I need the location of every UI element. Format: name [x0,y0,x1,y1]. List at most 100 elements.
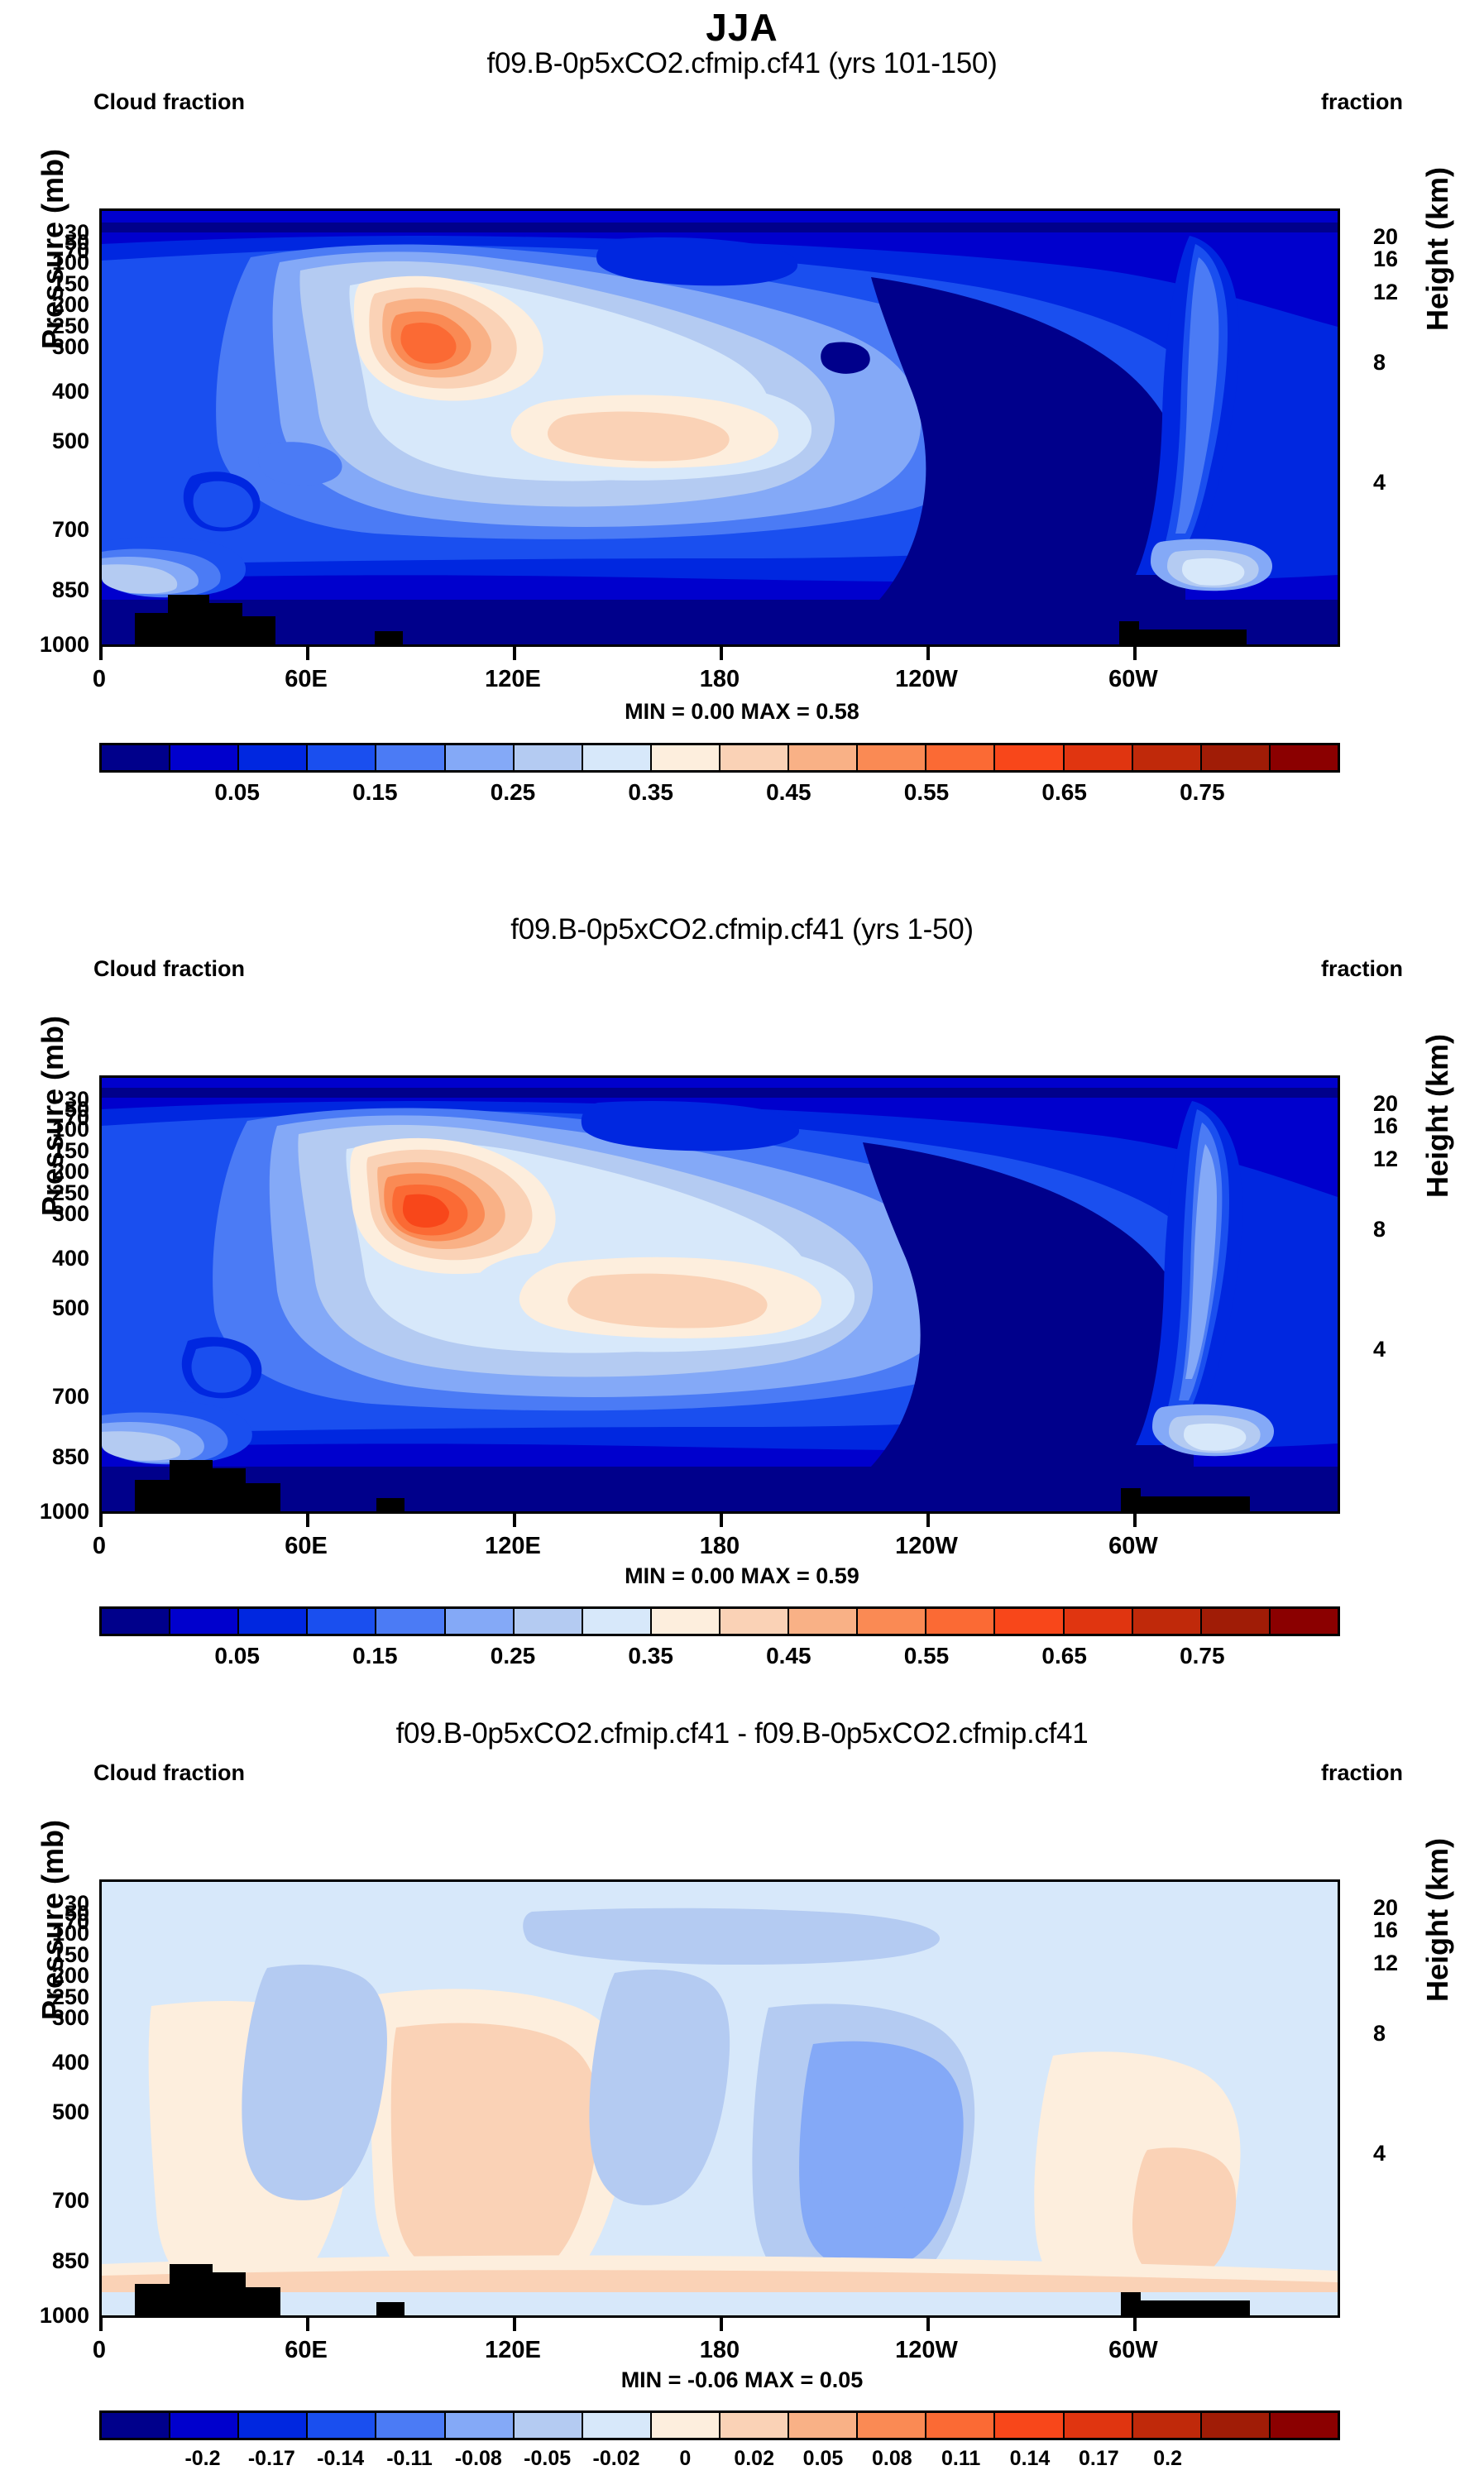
panel-1: f09.B-0p5xCO2.cfmip.cf41 (yrs 101-150) C… [0,0,1484,906]
panel-1-ytick-250: 250 [51,314,89,338]
panel-2-xtick-mark-0 [99,1514,103,1527]
panel-2-htick-16: 16 [1373,1113,1399,1138]
panel-3-colorbar-swatch-9[interactable] [720,2413,790,2438]
panel-3-colorbar-swatch-3[interactable] [308,2413,377,2438]
panel-2-colorbar-swatch-11[interactable] [858,1609,927,1634]
panel-3-plot-area[interactable] [99,1879,1340,2318]
panel-2-title: f09.B-0p5xCO2.cfmip.cf41 (yrs 1-50) [510,913,974,945]
panel-1-colorbar-swatch-17[interactable] [1270,745,1338,770]
panel-1-colorbar-label-0: 0.05 [214,779,260,805]
panel-1-xtick-mark-120E [513,647,516,660]
panel-1-colorbar-swatch-4[interactable] [376,745,446,770]
panel-3-ytick-70: 70 [64,1909,89,1934]
panel-2-colorbar-label-0: 0.05 [214,1643,260,1668]
panel-1-colorbar-swatch-7[interactable] [582,745,652,770]
panel-1-colorbar[interactable] [99,743,1340,773]
panel-2-colorbar[interactable] [99,1606,1340,1636]
panel-3-ytick-250: 250 [51,1984,89,2009]
panel-1-colorbar-swatch-13[interactable] [995,745,1065,770]
panel-1-ytick-50: 50 [64,230,89,255]
panel-1-colorbar-swatch-5[interactable] [445,745,515,770]
panel-2-colorbar-swatch-1[interactable] [170,1609,240,1634]
panel-3-xtick-mark-60E [306,2318,309,2331]
panel-3-htick-8: 8 [1373,2021,1386,2046]
panel-3-colorbar-swatch-16[interactable] [1201,2413,1271,2438]
panel-3-colorbar-label-9: 0.05 [802,2447,844,2470]
panel-1-colorbar-swatch-16[interactable] [1201,745,1271,770]
panel-3-colorbar-label-4: -0.08 [454,2447,502,2470]
panel-1-colorbar-swatch-14[interactable] [1064,745,1133,770]
panel-3-xtick-60W: 60W [1108,2337,1158,2363]
panel-3-colorbar-swatch-4[interactable] [376,2413,446,2438]
panel-1-xtick-0: 0 [92,666,107,692]
panel-3-colorbar-label-14: 0.2 [1153,2447,1183,2470]
panel-3-colorbar-swatch-15[interactable] [1132,2413,1202,2438]
panel-1-colorbar-swatch-6[interactable] [514,745,583,770]
panel-3-colorbar-label-1: -0.17 [247,2447,295,2470]
panel-2-colorbar-swatch-10[interactable] [789,1609,859,1634]
panel-2-colorbar-swatch-2[interactable] [239,1609,309,1634]
panel-3-colorbar-swatch-14[interactable] [1064,2413,1133,2438]
panel-2-colorbar-swatch-15[interactable] [1132,1609,1202,1634]
panel-2-plot-area[interactable] [99,1075,1340,1514]
panel-3-colorbar-swatch-13[interactable] [995,2413,1065,2438]
panel-3-colorbar-swatch-10[interactable] [789,2413,859,2438]
panel-2-colorbar-swatch-0[interactable] [102,1609,171,1634]
panel-2-colorbar-swatch-3[interactable] [308,1609,377,1634]
panel-3-ytick-150: 150 [51,1942,89,1967]
panel-3-colorbar-swatch-17[interactable] [1270,2413,1338,2438]
panel-3-colorbar-swatch-6[interactable] [514,2413,583,2438]
panel-1-colorbar-label-5: 0.55 [903,779,950,805]
panel-1-colorbar-swatch-8[interactable] [651,745,720,770]
panel-2-colorbar-swatch-13[interactable] [995,1609,1065,1634]
panel-2-colorbar-swatch-6[interactable] [514,1609,583,1634]
panel-3-colorbar-swatch-12[interactable] [926,2413,996,2438]
panel-1-colorbar-swatch-9[interactable] [720,745,790,770]
panel-2-ytick-150: 150 [51,1138,89,1163]
panel-1-ytick-200: 200 [51,292,89,317]
panel-2-colorbar-swatch-17[interactable] [1270,1609,1338,1634]
panel-1-ytick-1000: 1000 [39,632,89,657]
panel-1-colorbar-swatch-3[interactable] [308,745,377,770]
panel-3-colorbar-labels: -0.2 -0.17 -0.14 -0.11 -0.08 -0.05 -0.02 0 0.02 0… [99,2447,1340,2475]
panel-2-htick-12: 12 [1373,1147,1399,1171]
panel-3-colorbar-swatch-0[interactable] [102,2413,171,2438]
panel-3-colorbar-swatch-11[interactable] [858,2413,927,2438]
panel-3-colorbar-swatch-7[interactable] [582,2413,652,2438]
panel-1-colorbar-swatch-11[interactable] [858,745,927,770]
panel-3-colorbar-swatch-8[interactable] [651,2413,720,2438]
panel-1-colorbar-swatch-1[interactable] [170,745,240,770]
panel-2-colorbar-swatch-8[interactable] [651,1609,720,1634]
panel-3-xtick-mark-120W [926,2318,930,2331]
panel-1-colorbar-swatch-15[interactable] [1132,745,1202,770]
panel-3-xtick-mark-0 [99,2318,103,2331]
panel-3-colorbar-swatch-2[interactable] [239,2413,309,2438]
panel-3-colorbar[interactable] [99,2410,1340,2440]
panel-2-colorbar-swatch-4[interactable] [376,1609,446,1634]
panel-2-htick-20: 20 [1373,1091,1399,1116]
panel-2-colorbar-swatch-5[interactable] [445,1609,515,1634]
panel-2-colorbar-label-4: 0.45 [766,1643,811,1668]
panel-2-xtick-0: 0 [92,1533,107,1559]
panel-2-colorbar-swatch-14[interactable] [1064,1609,1133,1634]
panel-2-ytick-200: 200 [51,1159,89,1184]
panel-1-colorbar-swatch-10[interactable] [789,745,859,770]
panel-3-colorbar-swatch-1[interactable] [170,2413,240,2438]
panel-3-colorbar-swatch-5[interactable] [445,2413,515,2438]
panel-3-htick-16: 16 [1373,1917,1399,1942]
panel-3-colorbar-label-11: 0.11 [941,2447,981,2470]
panel-2-colorbar-swatch-12[interactable] [926,1609,996,1634]
panel-1-plot-area[interactable] [99,208,1340,647]
panel-3-ytick-850: 850 [51,2248,89,2273]
panel-2-colorbar-swatch-16[interactable] [1201,1609,1271,1634]
panel-3-minmax: MIN = -0.06 MAX = 0.05 [620,2367,864,2392]
panel-3-ytick-500: 500 [51,2099,89,2124]
panel-1-ytick-100: 100 [51,250,89,275]
panel-1-colorbar-swatch-0[interactable] [102,745,171,770]
panel-1-colorbar-swatch-12[interactable] [926,745,996,770]
panel-1-colorbar-label-6: 0.65 [1041,779,1087,805]
panel-2-colorbar-swatch-7[interactable] [582,1609,652,1634]
panel-1-ytick-70: 70 [64,238,89,263]
panel-2-colorbar-swatch-9[interactable] [720,1609,790,1634]
panel-1-colorbar-swatch-2[interactable] [239,745,309,770]
